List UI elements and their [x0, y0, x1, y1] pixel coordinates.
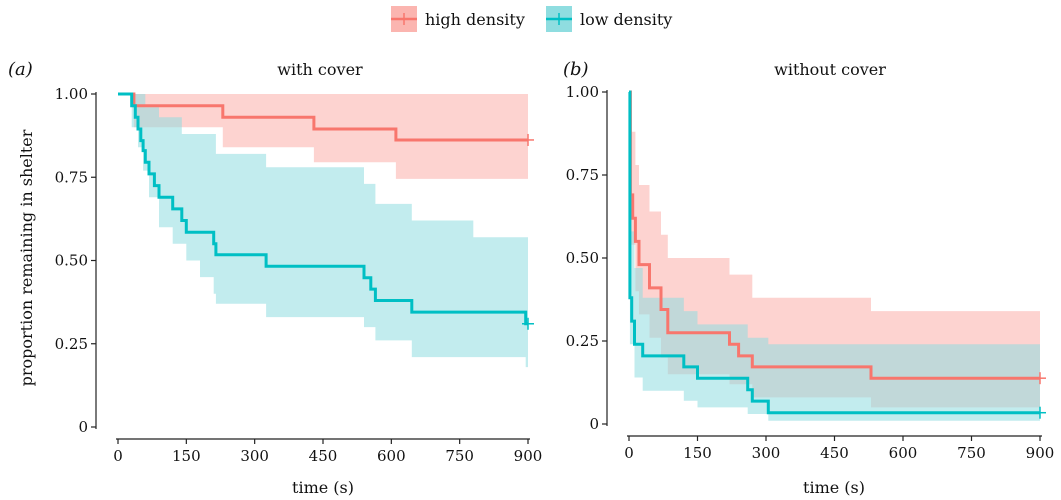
x-tick-label: 450: [309, 447, 338, 465]
panel-a-survival-lines: [118, 92, 534, 330]
y-tick-label: 0.50: [55, 252, 88, 270]
panel-a-x-axis-title: time (s): [292, 478, 354, 497]
legend-item-high-density: high density: [391, 6, 525, 32]
x-tick-label: 900: [1026, 444, 1055, 462]
panel-b-axes: 0 0.25 0.50 0.75 1.00 0 150 300 450 600 750 900: [566, 83, 1055, 462]
panel-a-axes: 0 0.25 0.50 0.75 1.00 0 150 300 450 600 750 900: [55, 85, 543, 465]
x-tick-label: 150: [683, 444, 712, 462]
y-tick-label: 0.50: [566, 249, 599, 267]
x-tick-label: 600: [889, 444, 918, 462]
x-tick-label: 0: [113, 447, 123, 465]
y-tick-label: 0.25: [566, 332, 599, 350]
x-tick-label: 600: [377, 447, 406, 465]
y-tick-label: 1.00: [566, 83, 599, 101]
y-tick-label: 0: [589, 415, 599, 433]
y-tick-label: 0: [78, 418, 88, 436]
panel-b-confidence-bands: [629, 92, 1040, 421]
y-tick-label: 0.75: [566, 166, 599, 184]
x-tick-label: 900: [514, 447, 543, 465]
survival-line-low-density: [118, 92, 528, 326]
x-tick-label: 300: [752, 444, 781, 462]
panel-a-title: with cover: [277, 60, 363, 79]
survival-line-low-density: [628, 90, 1040, 415]
y-tick-label: 0.25: [55, 335, 88, 353]
legend: high density low density: [391, 6, 672, 32]
x-tick-label: 750: [957, 444, 986, 462]
x-tick-label: 750: [445, 447, 474, 465]
ci-band-low-density: [118, 94, 528, 368]
legend-label-high-density: high density: [425, 10, 525, 29]
y-tick-label: 1.00: [55, 85, 88, 103]
x-tick-label: 300: [240, 447, 269, 465]
panel-b-letter: (b): [563, 59, 589, 80]
x-tick-label: 150: [172, 447, 201, 465]
x-tick-label: 0: [624, 444, 634, 462]
panel-b-x-axis-title: time (s): [803, 478, 865, 497]
panel-b-survival-lines: [628, 90, 1046, 419]
x-tick-label: 450: [820, 444, 849, 462]
panel-a-confidence-bands: [118, 94, 528, 368]
legend-item-low-density: low density: [546, 6, 672, 32]
panel-b-without-cover: (b) without cover 0 0.25 0.50 0.75 1.00 0 150 3…: [563, 59, 1054, 497]
survival-line-high-density: [628, 90, 1040, 380]
y-axis-title: proportion remaining in shelter: [17, 129, 36, 386]
y-tick-label: 0.75: [55, 168, 88, 186]
panel-a-with-cover: (a) with cover 0 0.25 0.50 0.75 1.00 0 150 300 4…: [8, 59, 542, 497]
survival-line-high-density: [118, 92, 528, 142]
panel-a-letter: (a): [8, 59, 33, 80]
ci-band-low-density: [629, 92, 1040, 421]
ci-band-high-density: [118, 94, 528, 179]
legend-label-low-density: low density: [580, 10, 672, 29]
panel-b-title: without cover: [774, 60, 886, 79]
